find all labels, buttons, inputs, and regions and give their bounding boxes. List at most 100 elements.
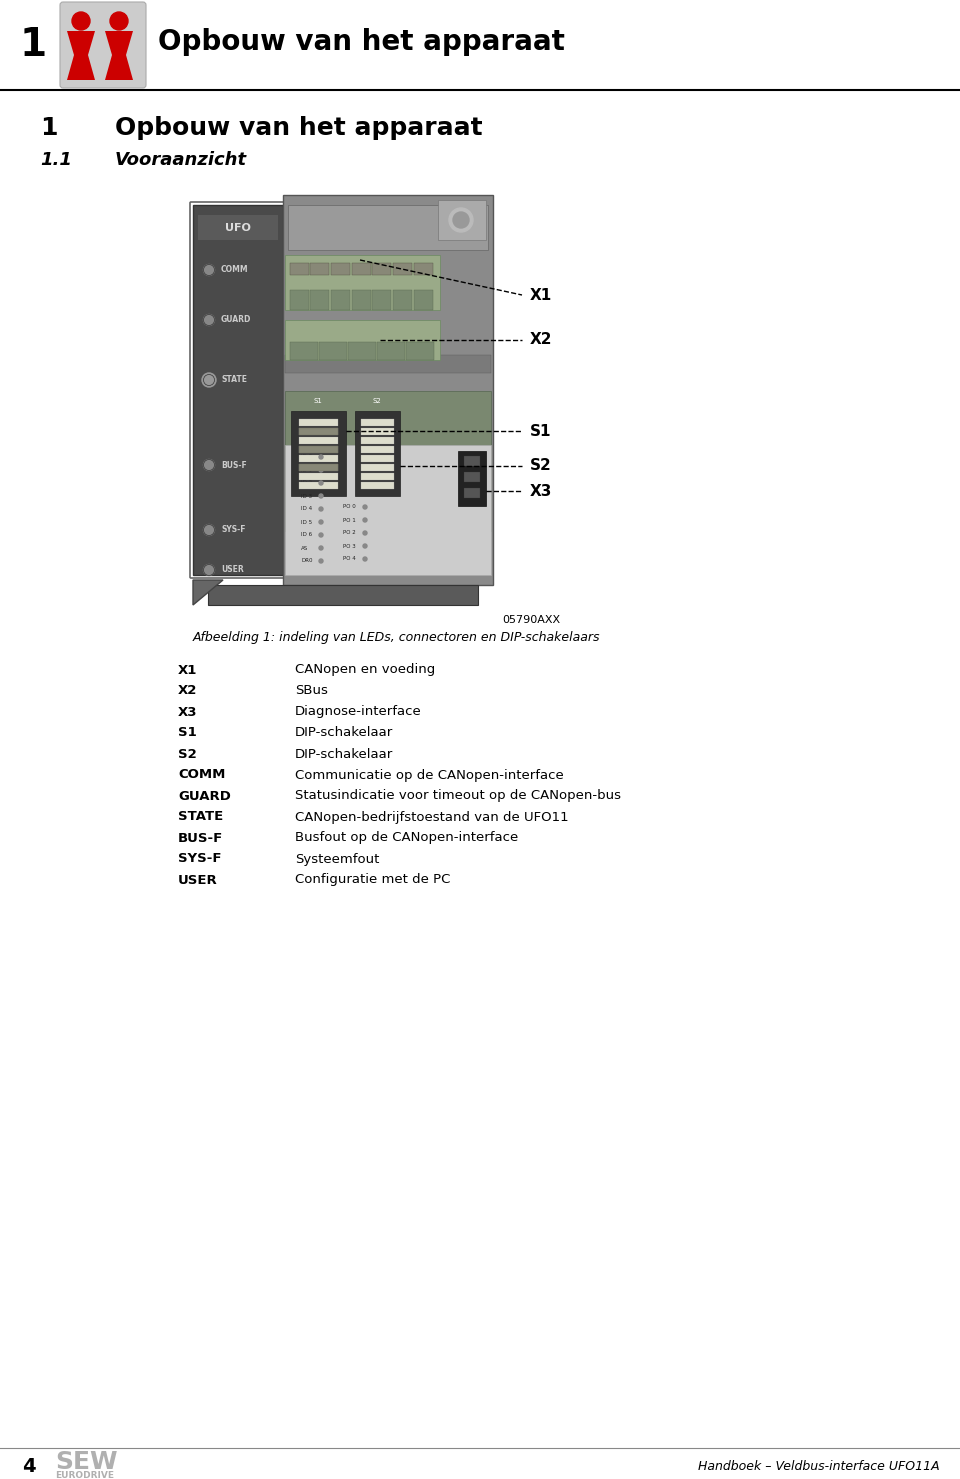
Text: CANopen en voeding: CANopen en voeding	[295, 664, 435, 676]
Bar	[361, 419, 394, 426]
Text: SEW: SEW	[55, 1449, 118, 1475]
Bar	[464, 472, 480, 482]
Text: COMM: COMM	[221, 266, 249, 275]
Text: ID 5: ID 5	[301, 519, 312, 525]
Circle shape	[319, 521, 323, 524]
Circle shape	[363, 518, 367, 522]
Text: USER: USER	[178, 874, 218, 886]
Text: ID 6: ID 6	[301, 532, 312, 537]
Bar	[285, 355, 491, 373]
Bar	[458, 451, 486, 506]
Text: SYS-F: SYS-F	[221, 525, 246, 534]
Text: Busfout op de CANopen-interface: Busfout op de CANopen-interface	[295, 831, 518, 845]
Text: ID 4: ID 4	[301, 506, 312, 512]
Text: S2: S2	[372, 398, 381, 404]
Text: GUARD: GUARD	[178, 790, 230, 803]
Bar	[352, 263, 371, 275]
Bar	[372, 290, 391, 311]
Circle shape	[202, 373, 216, 387]
Text: SYS-F: SYS-F	[178, 852, 222, 865]
Circle shape	[363, 558, 367, 561]
Bar	[198, 214, 278, 240]
Bar	[361, 482, 394, 490]
Text: S2: S2	[530, 458, 552, 473]
Bar	[299, 436, 338, 444]
Text: X3: X3	[530, 484, 552, 498]
Circle shape	[319, 467, 323, 472]
Circle shape	[204, 315, 214, 325]
Text: 1.1: 1.1	[40, 151, 72, 169]
Text: ID 0: ID 0	[301, 454, 312, 460]
Text: Opbouw van het apparaat: Opbouw van het apparaat	[115, 115, 483, 141]
Text: GUARD: GUARD	[221, 315, 252, 324]
Circle shape	[363, 531, 367, 535]
Text: Handboek – Veldbus-interface UFO11A: Handboek – Veldbus-interface UFO11A	[698, 1460, 940, 1473]
Bar	[285, 445, 491, 575]
Text: S2: S2	[178, 747, 197, 760]
Bar	[299, 427, 338, 435]
Bar	[393, 290, 412, 311]
Bar	[299, 419, 338, 426]
Bar	[464, 488, 480, 498]
Bar	[361, 464, 394, 470]
Circle shape	[319, 481, 323, 485]
Bar	[361, 436, 394, 444]
Text: X2: X2	[178, 685, 198, 698]
Bar	[291, 411, 346, 495]
Text: COMM: COMM	[178, 769, 226, 781]
Text: STATE: STATE	[178, 810, 224, 824]
Text: PO 0: PO 0	[343, 504, 356, 509]
Text: Statusindicatie voor timeout op de CANopen-bus: Statusindicatie voor timeout op de CANop…	[295, 790, 621, 803]
Text: STATE: STATE	[221, 376, 247, 385]
FancyBboxPatch shape	[60, 1, 146, 87]
Bar	[414, 263, 433, 275]
Text: 1: 1	[19, 27, 47, 64]
Bar	[310, 290, 329, 311]
Polygon shape	[105, 55, 133, 80]
Text: BUS-F: BUS-F	[178, 831, 224, 845]
Circle shape	[204, 525, 214, 535]
Text: ID 3: ID 3	[301, 494, 312, 498]
Text: Systeemfout: Systeemfout	[295, 852, 379, 865]
Text: Vooraanzicht: Vooraanzicht	[115, 151, 247, 169]
Bar	[193, 206, 283, 575]
Text: X1: X1	[530, 287, 552, 303]
Text: S1: S1	[314, 398, 323, 404]
Bar	[285, 254, 440, 311]
Polygon shape	[105, 31, 133, 55]
Text: PO 1: PO 1	[343, 518, 356, 522]
Bar	[299, 456, 338, 461]
Text: Opbouw van het apparaat: Opbouw van het apparaat	[158, 28, 564, 56]
Circle shape	[319, 456, 323, 458]
Circle shape	[204, 265, 214, 275]
Text: S1: S1	[530, 423, 551, 438]
Text: Communicatie op de CANopen-interface: Communicatie op de CANopen-interface	[295, 769, 564, 781]
Text: 05790AXX: 05790AXX	[502, 615, 560, 626]
Bar	[393, 263, 412, 275]
Text: UFO: UFO	[225, 223, 251, 234]
Bar	[283, 195, 493, 586]
Bar	[310, 263, 329, 275]
Bar	[285, 319, 440, 359]
Text: 1: 1	[40, 115, 58, 141]
Circle shape	[319, 559, 323, 563]
Text: BUS-F: BUS-F	[221, 460, 247, 469]
Bar	[285, 390, 491, 531]
Circle shape	[204, 460, 214, 470]
Bar	[299, 482, 338, 490]
Bar	[361, 447, 394, 453]
Bar	[299, 447, 338, 453]
Text: Afbeelding 1: indeling van LEDs, connectoren en DIP-schakelaars: Afbeelding 1: indeling van LEDs, connect…	[193, 632, 601, 645]
Circle shape	[319, 546, 323, 550]
Bar	[331, 290, 350, 311]
Bar	[299, 473, 338, 481]
Bar	[355, 411, 400, 495]
Bar	[361, 456, 394, 461]
Circle shape	[319, 494, 323, 498]
Circle shape	[204, 565, 214, 575]
Text: X2: X2	[530, 333, 553, 348]
Circle shape	[204, 374, 214, 386]
Text: USER: USER	[221, 565, 244, 574]
Text: DR0: DR0	[301, 559, 313, 563]
Text: Configuratie met de PC: Configuratie met de PC	[295, 874, 450, 886]
